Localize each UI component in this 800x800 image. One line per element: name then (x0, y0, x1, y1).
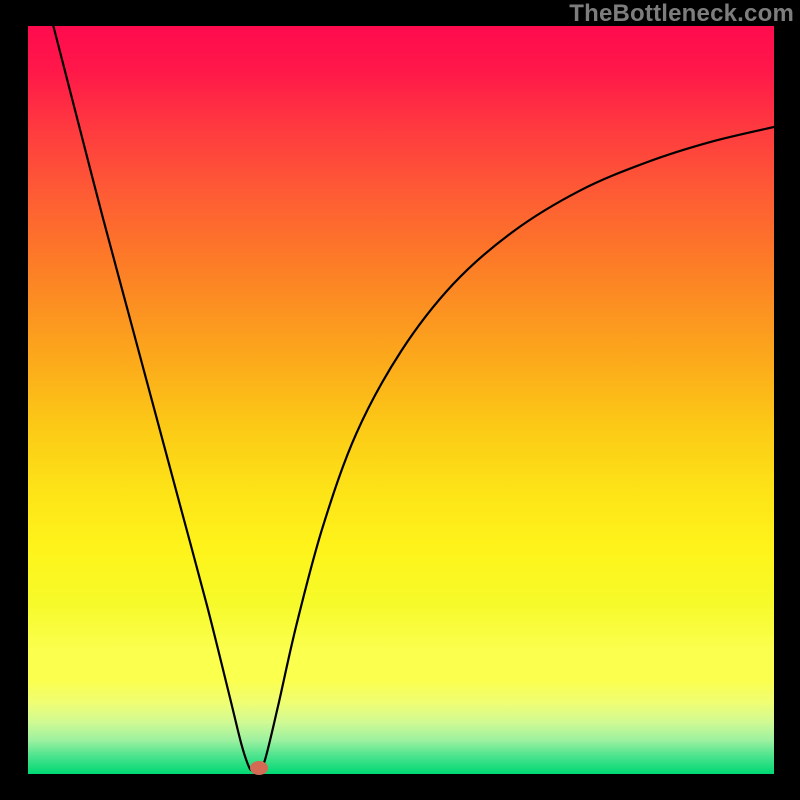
watermark-text: TheBottleneck.com (569, 0, 794, 28)
curve-path (53, 26, 774, 771)
bottleneck-curve (0, 0, 800, 800)
chart-root: TheBottleneck.com (0, 0, 800, 800)
